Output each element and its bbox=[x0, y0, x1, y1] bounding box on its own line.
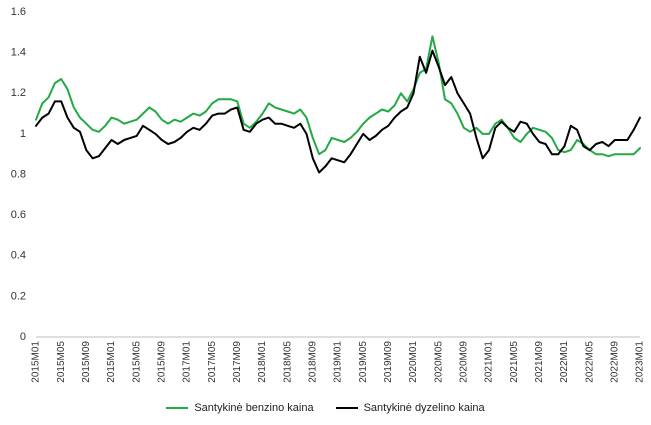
x-tick-label: 2021M01 bbox=[484, 341, 495, 383]
x-tick-label: 2019M05 bbox=[358, 341, 369, 383]
legend-swatch-dyzelinas bbox=[335, 407, 358, 409]
x-tick-label: 2018M09 bbox=[307, 341, 318, 383]
y-tick-label: 1.6 bbox=[11, 6, 26, 18]
y-tick-label: 0.8 bbox=[11, 168, 26, 180]
x-tick-label: 2022M05 bbox=[584, 341, 595, 383]
series-line-dyzelinas bbox=[35, 49, 641, 174]
legend-swatch-benzinas bbox=[166, 407, 189, 409]
y-tick-label: 1.2 bbox=[11, 87, 26, 99]
y-tick-label: 0 bbox=[20, 331, 26, 343]
y-tick-label: 1.4 bbox=[11, 47, 26, 59]
x-tick-label: 2015M01 bbox=[31, 341, 42, 383]
x-tick-label: 2023M01 bbox=[635, 341, 646, 383]
chart-legend: Santykinė benzino kaina Santykinė dyzeli… bbox=[0, 402, 651, 414]
x-tick-label: 2022M09 bbox=[609, 341, 620, 383]
y-tick-label: 1 bbox=[20, 128, 26, 140]
x-tick-label: 2021M05 bbox=[509, 341, 520, 383]
x-tick-label: 2019M01 bbox=[333, 341, 344, 383]
x-tick-label: 2018M05 bbox=[282, 341, 293, 383]
x-tick-label: 2017M09 bbox=[232, 341, 243, 383]
x-tick-label: 2015M05 bbox=[56, 341, 67, 383]
x-tick-label: 2015M05 bbox=[131, 341, 142, 383]
x-tick-label: 2015M01 bbox=[106, 341, 117, 383]
x-tick-label: 2020M01 bbox=[408, 341, 419, 383]
x-axis-ticks: 2015M01 2015M05 2015M09 2015M01 2015M05 2015M… bbox=[31, 341, 646, 383]
x-tick-label: 2015M09 bbox=[81, 341, 92, 383]
x-tick-label: 2020M09 bbox=[458, 341, 469, 383]
y-tick-label: 0.2 bbox=[11, 290, 26, 302]
x-tick-label: 2022M01 bbox=[559, 341, 570, 383]
y-axis-ticks: 0 0.2 0.4 0.6 0.8 1 1.2 1.4 1.6 bbox=[11, 6, 26, 343]
y-tick-label: 0.4 bbox=[11, 250, 26, 262]
series-line-benzinas bbox=[35, 35, 641, 158]
x-tick-label: 2017M01 bbox=[182, 341, 193, 383]
x-tick-label: 2019M09 bbox=[383, 341, 394, 383]
legend-label-dyzelinas: Santykinė dyzelino kaina bbox=[363, 402, 485, 414]
x-tick-label: 2015M09 bbox=[156, 341, 167, 383]
x-tick-label: 2021M09 bbox=[534, 341, 545, 383]
x-tick-label: 2018M01 bbox=[257, 341, 268, 383]
legend-item-dyzelinas: Santykinė dyzelino kaina bbox=[335, 402, 485, 414]
legend-item-benzinas: Santykinė benzino kaina bbox=[166, 402, 314, 414]
series-lines bbox=[35, 35, 641, 174]
y-tick-label: 0.6 bbox=[11, 209, 26, 221]
x-tick-label: 2017M05 bbox=[207, 341, 218, 383]
legend-label-benzinas: Santykinė benzino kaina bbox=[194, 402, 314, 414]
x-tick-label: 2020M05 bbox=[433, 341, 444, 383]
